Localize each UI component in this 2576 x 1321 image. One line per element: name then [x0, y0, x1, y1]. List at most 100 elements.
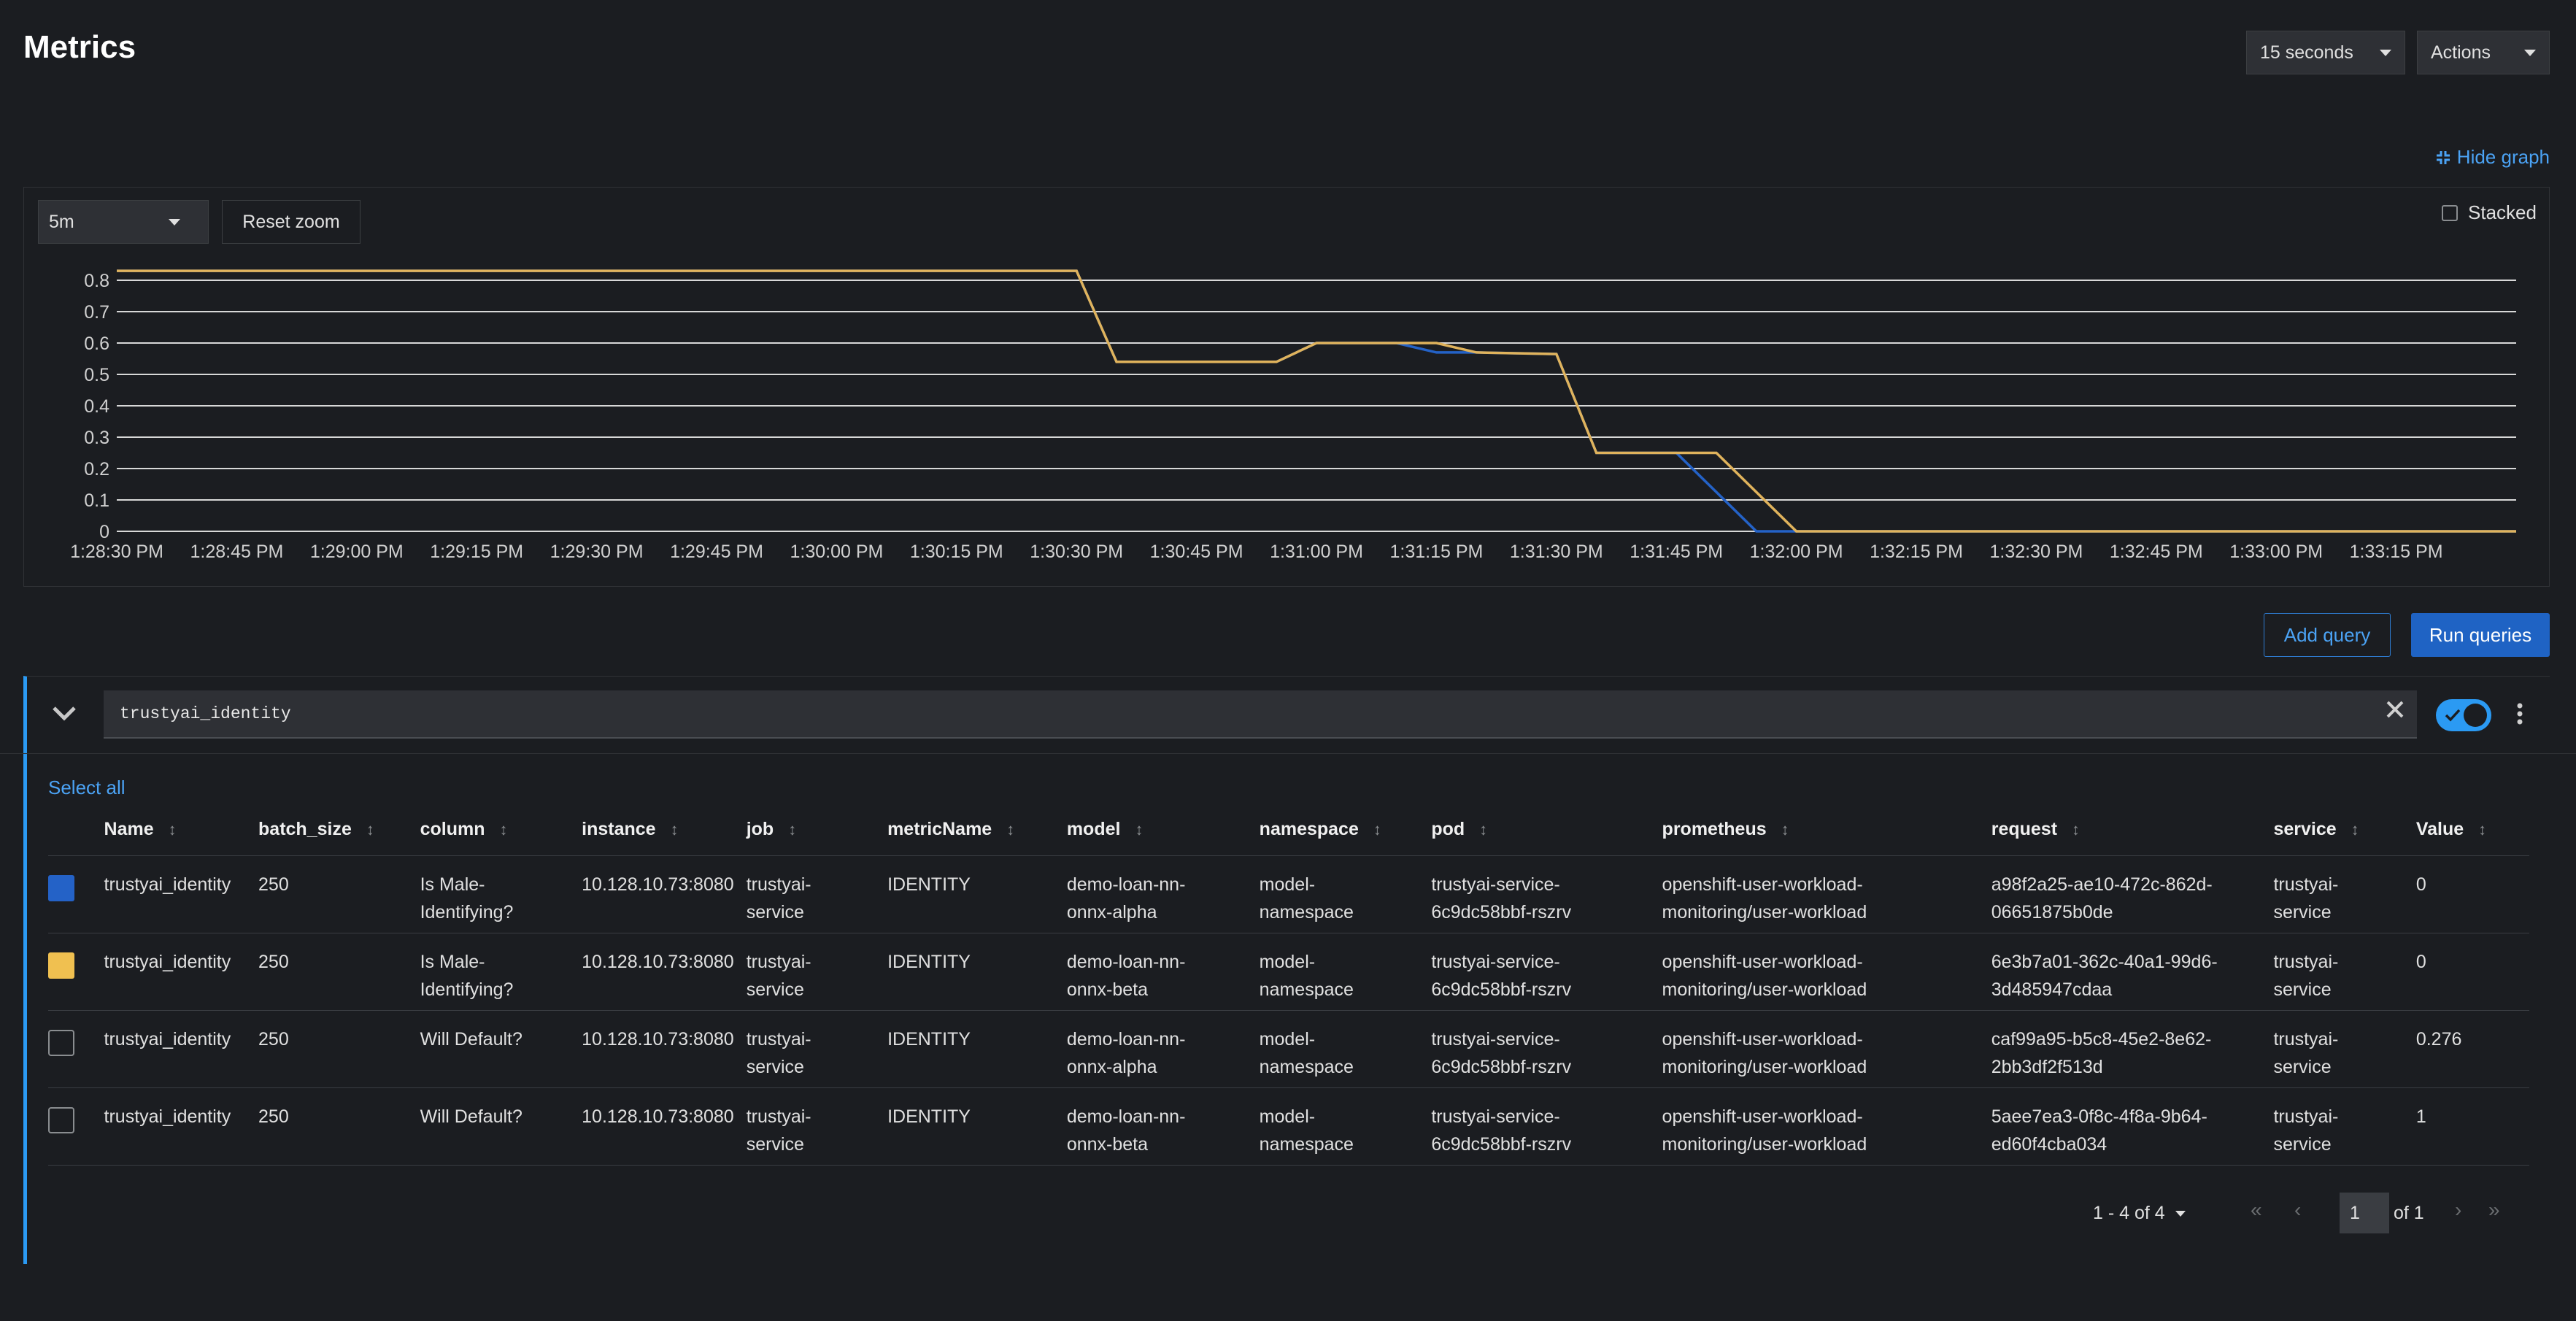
column-header-column[interactable]: column ↕ — [420, 804, 582, 855]
cell-namespace: model- namespace — [1259, 855, 1432, 933]
clear-query-button[interactable] — [2383, 698, 2407, 726]
x-tick-label: 1:30:00 PM — [790, 542, 883, 562]
cell-pod: trustyai-service- 6c9dc58bbf-rszrv — [1431, 1009, 1662, 1087]
table-row[interactable]: trustyai_identity 250 Will Default? 10.128.… — [48, 1087, 2529, 1166]
cell-pod: trustyai-service- 6c9dc58bbf-rszrv — [1431, 855, 1662, 933]
column-header-pod[interactable]: pod ↕ — [1431, 804, 1662, 855]
sort-icon[interactable]: ↕ — [1781, 820, 1789, 839]
column-header-metricname[interactable]: metricName ↕ — [887, 804, 1067, 855]
sort-icon[interactable]: ↕ — [366, 820, 374, 839]
close-icon — [2386, 701, 2404, 718]
series-select-cell — [48, 1009, 104, 1087]
hide-graph-button[interactable]: Hide graph — [2435, 146, 2550, 169]
y-tick-label: 0.6 — [84, 334, 109, 354]
column-header-namespace[interactable]: namespace ↕ — [1260, 804, 1432, 855]
cell-value: 1 — [2415, 1087, 2529, 1166]
column-header-name[interactable]: Name ↕ — [104, 804, 258, 855]
cell-prometheus: openshift-user-workload- monitoring/user… — [1662, 932, 1991, 1010]
sort-icon[interactable]: ↕ — [1135, 820, 1144, 839]
table-row[interactable]: trustyai_identity 250 Is Male- Identifying… — [48, 932, 2529, 1010]
column-header-label: service — [2273, 819, 2337, 840]
column-header-batch_size[interactable]: batch_size ↕ — [258, 804, 420, 855]
select-all-link[interactable]: Select all — [48, 777, 126, 798]
sort-icon[interactable]: ↕ — [670, 820, 679, 839]
x-tick-label: 1:32:15 PM — [1870, 542, 1963, 562]
sort-icon[interactable]: ↕ — [1006, 820, 1015, 839]
sort-icon[interactable]: ↕ — [788, 820, 797, 839]
pagination-range-dropdown[interactable]: 1 - 4 of 4 — [2093, 1203, 2186, 1224]
time-range-dropdown[interactable]: 5m — [38, 200, 209, 244]
query-enable-switch[interactable] — [2436, 699, 2491, 731]
cell-job: trustyai- service — [746, 932, 888, 1010]
stacked-checkbox[interactable] — [2442, 204, 2458, 221]
cell-metricname: IDENTITY — [887, 1087, 1067, 1166]
column-header-instance[interactable]: instance ↕ — [582, 804, 747, 855]
column-header-service[interactable]: service ↕ — [2273, 804, 2415, 855]
reset-zoom-button[interactable]: Reset zoom — [222, 200, 360, 244]
cell-value: 0 — [2415, 932, 2529, 1010]
query-kebab-menu[interactable] — [2516, 701, 2523, 732]
collapse-query-button[interactable] — [50, 701, 79, 732]
x-tick-label: 1:31:15 PM — [1389, 542, 1483, 562]
x-tick-label: 1:30:45 PM — [1150, 542, 1243, 562]
x-tick-label: 1:28:45 PM — [190, 542, 283, 562]
header-select-cell — [48, 804, 104, 855]
series-checkbox[interactable] — [48, 1106, 74, 1133]
interval-dropdown[interactable]: 15 seconds — [2246, 31, 2405, 74]
x-tick-label: 1:33:15 PM — [2350, 542, 2443, 562]
prev-page-button[interactable]: ‹ — [2294, 1198, 2302, 1221]
table-header-row: Name ↕ batch_size ↕ column ↕ instance ↕ job ↕ metr… — [48, 804, 2529, 855]
cell-name: trustyai_identity — [104, 932, 259, 1010]
cell-model: demo-loan-nn- onnx-beta — [1066, 1087, 1260, 1166]
cell-request: a98f2a25-ae10-472c-862d- 06651875b0de — [1991, 855, 2274, 933]
series-checkbox[interactable] — [48, 1029, 74, 1056]
sort-icon[interactable]: ↕ — [499, 820, 508, 839]
column-header-label: column — [420, 819, 485, 840]
series-color-checkbox[interactable] — [48, 874, 74, 901]
table-row[interactable]: trustyai_identity 250 Is Male- Identifying… — [48, 855, 2529, 933]
run-queries-button[interactable]: Run queries — [2411, 613, 2550, 657]
column-header-label: prometheus — [1662, 819, 1767, 840]
column-header-value[interactable]: Value ↕ — [2416, 804, 2529, 855]
x-tick-label: 1:28:30 PM — [70, 542, 163, 562]
y-tick-label: 0.7 — [84, 302, 109, 323]
cell-prometheus: openshift-user-workload- monitoring/user… — [1662, 855, 1991, 933]
page-title: Metrics — [23, 29, 136, 65]
x-tick-label: 1:31:30 PM — [1510, 542, 1603, 562]
column-header-model[interactable]: model ↕ — [1067, 804, 1260, 855]
graph-card — [23, 187, 2550, 587]
cell-column: Will Default? — [420, 1009, 582, 1087]
line-chart[interactable]: 0 0.1 0.2 0.3 0.4 0.5 0.6 0.7 0.8 1:28:30 PM 1:28:… — [0, 248, 2576, 569]
stacked-toggle[interactable]: Stacked — [2442, 201, 2537, 224]
column-header-label: metricName — [887, 819, 992, 840]
caret-down-icon — [2380, 49, 2391, 56]
page-count: of 1 — [2394, 1203, 2424, 1223]
sort-icon[interactable]: ↕ — [2072, 820, 2081, 839]
x-tick-label: 1:31:45 PM — [1630, 542, 1723, 562]
x-tick-label: 1:32:30 PM — [1989, 542, 2083, 562]
query-expression-input[interactable]: trustyai_identity — [104, 690, 2417, 739]
pagination-range: 1 - 4 of 4 — [2093, 1203, 2165, 1223]
actions-dropdown[interactable]: Actions — [2417, 31, 2550, 74]
sort-icon[interactable]: ↕ — [1479, 820, 1488, 839]
sort-icon[interactable]: ↕ — [2351, 820, 2359, 839]
series-color-checkbox[interactable] — [48, 952, 74, 979]
series-select-cell — [48, 1087, 104, 1166]
sort-icon[interactable]: ↕ — [168, 820, 177, 839]
interval-label: 15 seconds — [2260, 42, 2353, 63]
sort-icon[interactable]: ↕ — [1373, 820, 1381, 839]
column-header-prometheus[interactable]: prometheus ↕ — [1662, 804, 1991, 855]
next-page-button[interactable]: › — [2455, 1198, 2462, 1221]
first-page-button[interactable]: « — [2251, 1198, 2262, 1221]
x-tick-label: 1:29:30 PM — [550, 542, 644, 562]
add-query-button[interactable]: Add query — [2264, 613, 2391, 657]
series-line-1 — [117, 269, 2516, 533]
hide-graph-label: Hide graph — [2456, 146, 2550, 168]
column-header-request[interactable]: request ↕ — [1991, 804, 2274, 855]
caret-down-icon — [169, 218, 180, 226]
sort-icon[interactable]: ↕ — [2478, 820, 2487, 839]
last-page-button[interactable]: » — [2488, 1198, 2500, 1221]
table-row[interactable]: trustyai_identity 250 Will Default? 10.128.… — [48, 1009, 2529, 1087]
page-number-input[interactable]: 1 — [2340, 1193, 2389, 1233]
column-header-job[interactable]: job ↕ — [747, 804, 887, 855]
